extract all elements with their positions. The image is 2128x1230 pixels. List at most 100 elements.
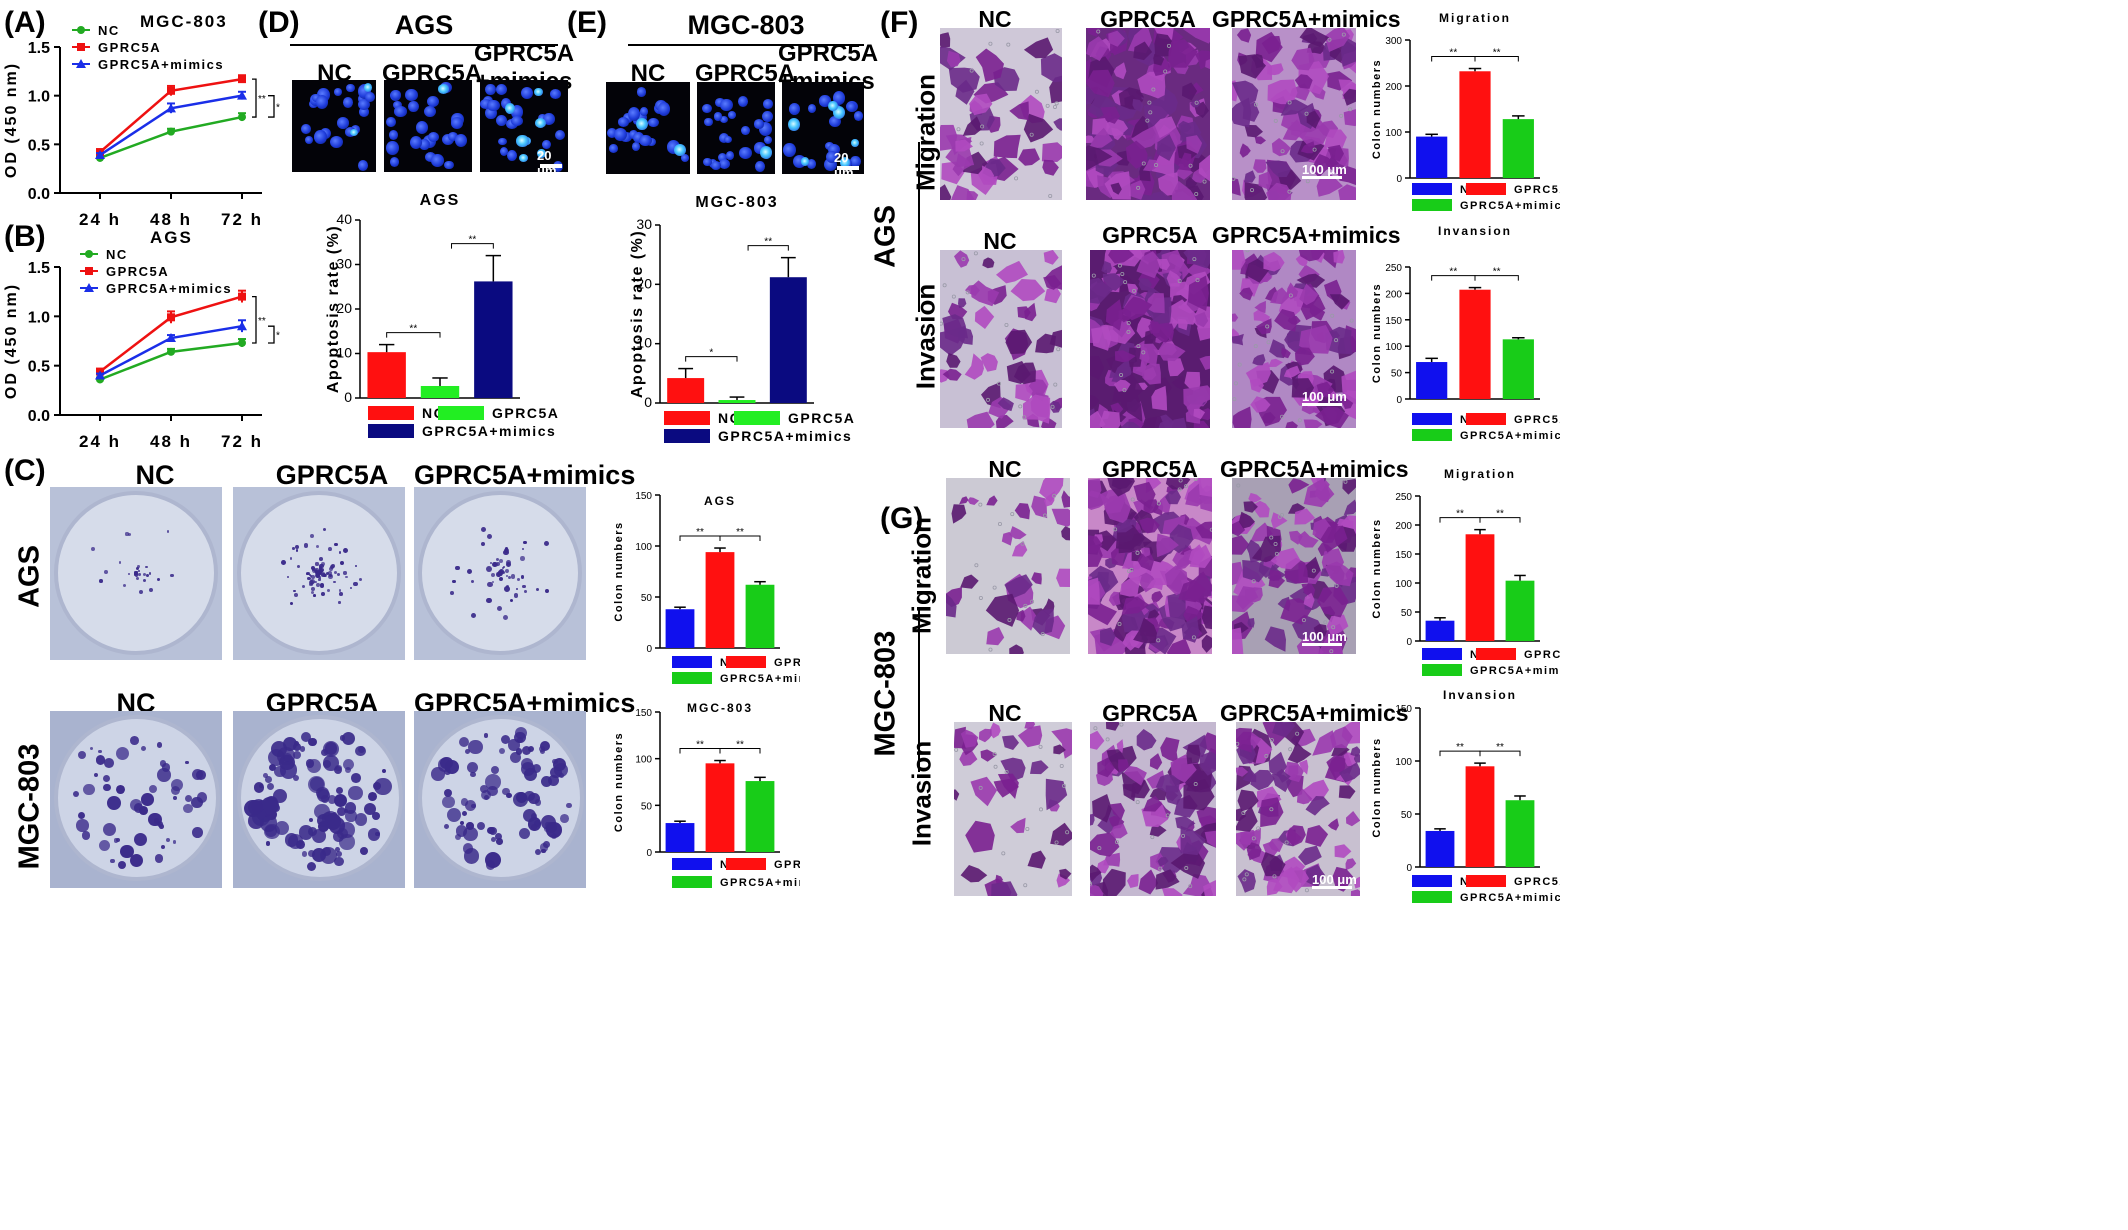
legend-label: GPRC5A+mimics: [422, 423, 556, 439]
stained-cell: [1294, 74, 1313, 89]
colony-dish-ags-mimics: [414, 487, 586, 660]
colony: [141, 793, 154, 806]
nucleus: [673, 144, 686, 157]
colony: [324, 574, 327, 577]
f-col-mimics-inv: GPRC5A+mimics: [1212, 222, 1401, 248]
stained-cell: [1261, 36, 1281, 55]
colony: [485, 566, 492, 573]
membrane-pore: [1113, 527, 1118, 532]
nucleus: [313, 129, 327, 145]
y-axis-label: Colon numbers: [613, 732, 625, 832]
stained-cell: [1091, 326, 1112, 351]
stained-cell: [1153, 53, 1165, 66]
f-row-ags: AGS: [869, 205, 902, 268]
y-tick-label: 30: [636, 216, 652, 232]
stained-cell: [1267, 79, 1298, 105]
stained-cell: [1332, 866, 1354, 888]
y-tick-label: 50: [1401, 608, 1413, 619]
colony: [307, 861, 317, 871]
colony: [160, 844, 166, 850]
y-tick-label: 100: [635, 755, 652, 766]
data-point: [166, 333, 176, 343]
colony: [313, 580, 317, 584]
stained-cell: [1182, 82, 1198, 101]
colony: [531, 764, 541, 774]
nucleus: [342, 97, 354, 109]
colony: [487, 581, 494, 588]
nucleus: [507, 149, 517, 161]
stained-cell: [1237, 789, 1259, 812]
legend-swatch: [1412, 413, 1452, 425]
stained-cell: [989, 722, 1001, 739]
colony: [483, 794, 490, 801]
colony: [523, 540, 528, 545]
stained-cell: [1194, 312, 1209, 328]
sig-bracket: [1474, 275, 1519, 281]
stained-cell: [1324, 28, 1350, 52]
membrane-pore: [1264, 754, 1269, 759]
y-tick-label: 150: [1385, 316, 1402, 327]
bar-0: [665, 609, 695, 648]
colony: [492, 562, 498, 568]
legend-swatch: [368, 406, 414, 420]
colony: [339, 592, 343, 596]
nucleus: [764, 135, 773, 144]
stained-cell: [1186, 135, 1203, 154]
colony: [505, 575, 508, 578]
stained-cell: [1090, 832, 1120, 857]
nucleus: [499, 147, 508, 157]
stained-cell: [1136, 729, 1157, 751]
colony: [513, 593, 519, 598]
membrane-pore: [1254, 102, 1259, 107]
nucleus: [739, 147, 753, 159]
apoptosis-image-ags-gprc5a: [384, 80, 472, 172]
stained-cell: [1285, 421, 1298, 428]
stained-cell: [1088, 127, 1113, 149]
y-axis-label: Colon numbers: [613, 521, 625, 621]
colony: [522, 745, 532, 755]
stained-cell: [1261, 852, 1286, 877]
colony: [311, 848, 326, 863]
colony: [480, 526, 487, 533]
stained-cell: [1051, 508, 1070, 527]
stained-cell: [1353, 876, 1360, 889]
colony: [307, 759, 322, 773]
membrane-pore: [1280, 149, 1285, 154]
nucleus: [301, 123, 311, 135]
membrane-pore: [1040, 632, 1045, 637]
membrane-pore: [1177, 279, 1182, 284]
nucleus: [741, 125, 751, 136]
membrane-pore: [1184, 484, 1189, 489]
membrane-pore: [1141, 161, 1146, 166]
stained-cell: [1105, 722, 1120, 731]
stained-cell: [1090, 356, 1105, 380]
legend-label: GPRC5A: [98, 40, 161, 55]
stained-cell: [1232, 406, 1252, 428]
legend-label: NC: [98, 23, 120, 38]
membrane-pore: [1119, 722, 1124, 727]
colony: [486, 597, 492, 603]
stained-cell: [970, 776, 998, 807]
legend-swatch: [664, 411, 710, 425]
y-tick-label: 0: [646, 848, 652, 859]
stained-cell: [1017, 725, 1043, 748]
colony: [371, 812, 380, 821]
stained-cell: [1143, 499, 1160, 515]
y-tick-label: 20: [636, 275, 652, 291]
colony: [144, 565, 148, 569]
nucleus: [542, 139, 551, 149]
legend-marker: [77, 43, 85, 51]
colony: [294, 741, 300, 747]
stained-cell: [1242, 560, 1270, 583]
stained-cell: [1108, 250, 1135, 264]
stained-cell: [1096, 859, 1109, 874]
stained-cell: [1015, 383, 1033, 402]
membrane-pore: [1334, 583, 1339, 588]
stained-cell: [1206, 758, 1216, 770]
membrane-pore: [997, 381, 1002, 386]
legend-swatch: [1412, 891, 1452, 903]
colony: [138, 573, 141, 577]
stained-cell: [1113, 379, 1131, 392]
x-tick-label: 72 h: [221, 432, 263, 448]
membrane-pore: [1061, 783, 1066, 788]
